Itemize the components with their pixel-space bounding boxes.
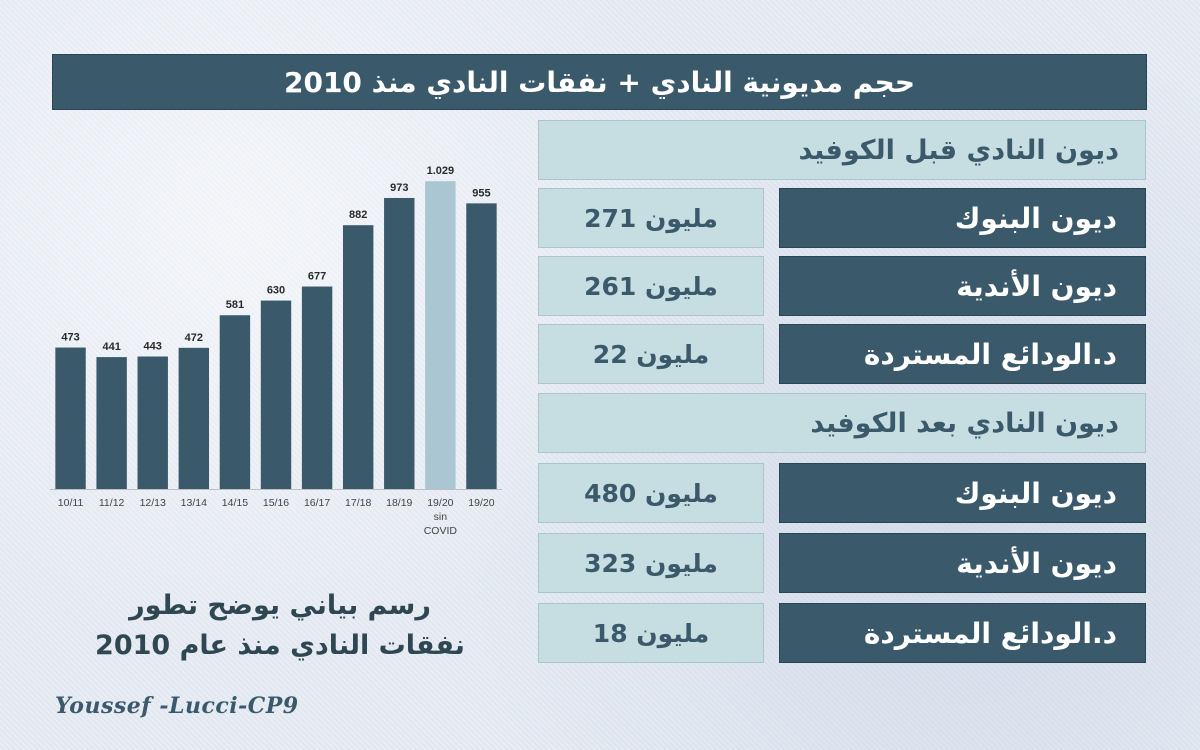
bar-5 <box>260 300 292 489</box>
bar-value-label-10: 955 <box>472 187 490 199</box>
bar-value-label-9: 1.029 <box>427 165 455 177</box>
bar-7 <box>342 225 374 489</box>
x-tick-label-3: 13/14 <box>181 497 207 509</box>
chart-caption-line1: رسم بياني يوضح تطور <box>129 590 431 621</box>
bar-0 <box>55 347 86 489</box>
bar-value-label-5: 630 <box>267 285 285 297</box>
value-refund-deposits-after: مليون 18 <box>538 603 764 663</box>
bar-4 <box>219 315 251 489</box>
bar-value-label-4: 581 <box>226 299 244 311</box>
x-tick-label-7: 17/18 <box>345 497 371 509</box>
bar-value-label-0: 473 <box>61 332 79 344</box>
value-refund-deposits-before: مليون 22 <box>538 324 764 384</box>
bar-3 <box>178 347 210 489</box>
label-bank-debt-before: ديون البنوك <box>779 188 1146 248</box>
tick-labels-group: 10/11 11/12 12/13 13/14 14/15 15/16 16/17 17/18… <box>58 497 495 537</box>
bar-8 <box>384 197 415 490</box>
x-tick-label-2: 12/13 <box>140 497 166 509</box>
x-tick-label-10: 19/20 <box>468 497 494 509</box>
section-title-after-covid: ديون النادي بعد الكوفيد <box>538 393 1146 453</box>
value-bank-debt-after: مليون 480 <box>538 463 764 523</box>
chart-caption-line2: نفقات النادي منذ عام 2010 <box>95 630 465 661</box>
label-bank-debt-after: ديون البنوك <box>779 463 1146 523</box>
x-tick-label-1: 11/12 <box>99 497 125 509</box>
banner-title: حجم مديونية النادي + نفقات النادي منذ 20… <box>52 54 1147 110</box>
x-tick-label-8: 18/19 <box>386 497 412 509</box>
bar-1 <box>96 357 127 489</box>
value-club-debt-after: مليون 323 <box>538 533 764 593</box>
x-tick-label-9: 19/20 sin COVID <box>424 497 458 537</box>
label-refund-deposits-before: د.الودائع المستردة <box>779 324 1146 384</box>
value-bank-debt-before: مليون 271 <box>538 188 764 248</box>
section-title-before-covid: ديون النادي قبل الكوفيد <box>538 120 1146 180</box>
label-club-debt-after: ديون الأندية <box>779 533 1146 593</box>
expenses-bar-chart: 473 441 443 472 581 630 677 882 973 1.029 955 10/1… <box>50 165 502 537</box>
x-tick-label-0: 10/11 <box>58 497 84 509</box>
bar-6 <box>301 286 333 489</box>
bar-10 <box>466 203 497 489</box>
bar-value-label-1: 441 <box>102 341 120 353</box>
label-refund-deposits-after: د.الودائع المستردة <box>779 603 1146 663</box>
bar-value-label-6: 677 <box>308 271 326 283</box>
bar-value-label-3: 472 <box>185 332 203 344</box>
x-tick-label-5: 15/16 <box>263 497 289 509</box>
bar-9 <box>425 181 456 490</box>
x-tick-label-6: 16/17 <box>304 497 330 509</box>
value-club-debt-before: مليون 261 <box>538 256 764 316</box>
bar-value-label-7: 882 <box>349 209 367 221</box>
bar-2 <box>137 356 168 489</box>
bar-value-label-2: 443 <box>144 341 162 353</box>
label-club-debt-before: ديون الأندية <box>779 256 1146 316</box>
x-tick-label-4: 14/15 <box>222 497 248 509</box>
bars-group: 473 441 443 472 581 630 677 882 973 1.029 955 <box>55 165 497 490</box>
bar-value-label-8: 973 <box>390 182 408 194</box>
author-signature: Youssef -Lucci-CP9 <box>55 693 299 719</box>
